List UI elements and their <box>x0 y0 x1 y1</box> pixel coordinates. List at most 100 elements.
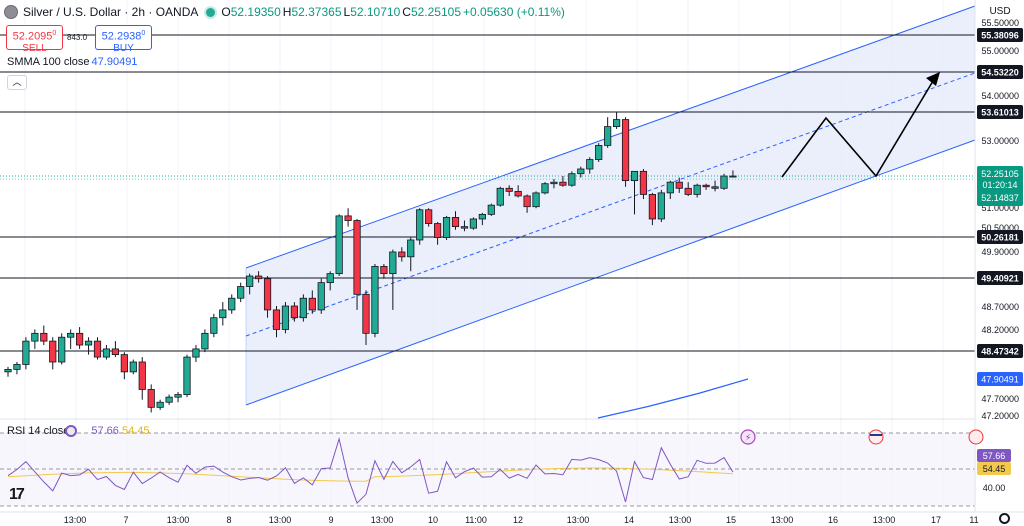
level-price-label: 49.40921 <box>981 274 1019 284</box>
projection-path[interactable] <box>781 72 940 178</box>
smma-value: 47.90491 <box>91 56 138 68</box>
channel-fill <box>246 6 975 405</box>
candle-body <box>165 396 173 403</box>
time-tick: 13:00 <box>669 515 692 525</box>
low-value: 52.10710 <box>350 5 401 19</box>
level-price-tag <box>977 65 1023 79</box>
candle-body <box>478 213 486 220</box>
candle-body <box>362 293 370 334</box>
channel-lower-line <box>245 139 976 406</box>
candle-body <box>156 401 164 408</box>
candle-body <box>595 145 603 160</box>
candle-body <box>514 190 522 197</box>
candle-body <box>613 119 621 128</box>
candle-body <box>460 226 469 229</box>
candle-body <box>58 336 66 363</box>
price-tick: 53.00000 <box>981 136 1019 146</box>
bid-price-label: 52.14837 <box>981 193 1019 203</box>
candle-body <box>702 184 710 188</box>
candle-body <box>228 297 236 311</box>
buy-button[interactable]: 52.29380 BUY <box>95 25 152 54</box>
candle-body <box>577 168 585 175</box>
tradingview-logo-icon: 17 <box>9 486 25 503</box>
candle-body <box>219 309 227 319</box>
rsi-ma-label: 54.45 <box>983 464 1006 474</box>
price-tick: 49.90000 <box>981 247 1019 257</box>
rsi-value-tag <box>977 449 1011 462</box>
rsi-value: 57.66 <box>91 425 119 437</box>
candle-body <box>389 251 397 275</box>
candle-body <box>505 187 513 192</box>
price-tick: 47.70000 <box>981 394 1019 404</box>
candle-body <box>4 368 12 373</box>
spread-value: 843.0 <box>67 33 88 42</box>
candle-body <box>335 215 343 275</box>
ascending-channel[interactable] <box>245 5 976 406</box>
candle-body <box>76 332 84 346</box>
us-flag-icon <box>868 429 884 445</box>
event-markers: ⚡ <box>740 429 984 445</box>
last-price-tag <box>977 166 1023 206</box>
candle-body <box>138 361 146 390</box>
candlestick-series <box>4 112 737 413</box>
candle-body <box>299 297 307 319</box>
level-price-tag <box>977 28 1023 42</box>
level-price-tag <box>977 271 1023 285</box>
candle-body <box>49 340 57 363</box>
rsi-settings-icon[interactable] <box>65 425 77 437</box>
settings-icon[interactable] <box>999 513 1010 524</box>
price-tick: 54.00000 <box>981 91 1019 101</box>
buy-price: 52.2938 <box>101 30 142 43</box>
candle-body <box>120 354 128 373</box>
candle-body <box>729 175 737 178</box>
candle-body <box>532 192 540 208</box>
price-tick: 50.50000 <box>981 223 1019 233</box>
price-tick: 55.00000 <box>981 46 1019 56</box>
candle-body <box>263 278 272 311</box>
smma-line <box>597 378 749 419</box>
candle-body <box>326 273 334 284</box>
buy-label: BUY <box>113 42 134 54</box>
chevron-up-icon[interactable]: ︿ <box>7 75 27 90</box>
candle-body <box>559 181 567 186</box>
candle-body <box>290 305 299 319</box>
time-tick: 13:00 <box>269 515 292 525</box>
open-label: O <box>221 5 231 19</box>
rsi-legend[interactable]: RSI 14 close 57.66 54.45 <box>7 425 150 437</box>
candle-body <box>246 275 254 287</box>
level-price-tag <box>977 105 1023 119</box>
candle-body <box>720 175 728 189</box>
market-open-icon <box>206 7 216 17</box>
time-tick: 13:00 <box>567 515 590 525</box>
smma-legend[interactable]: SMMA 100 close 47.90491 <box>7 56 137 68</box>
price-tick: 51.00000 <box>981 203 1019 213</box>
time-tick: 14 <box>624 515 634 525</box>
candle-body <box>523 195 531 208</box>
sell-label: SELL <box>22 42 47 54</box>
candle-body <box>272 309 281 330</box>
candle-body <box>371 266 379 334</box>
price-tick: 48.70000 <box>981 302 1019 312</box>
symbol-title[interactable]: Silver / U.S. Dollar · 2h · OANDA <box>23 5 199 19</box>
rsi-line <box>7 436 734 505</box>
horizontal-levels <box>0 34 975 352</box>
open-value: 52.19350 <box>230 5 281 19</box>
time-tick: 9 <box>328 515 333 525</box>
level-price-label: 53.61013 <box>981 108 1019 118</box>
candle-body <box>693 184 701 195</box>
candle-body <box>93 340 102 358</box>
candle-body <box>657 192 665 220</box>
time-tick: 13:00 <box>873 515 896 525</box>
candle-body <box>174 394 182 398</box>
candle-body <box>398 251 406 258</box>
sell-button[interactable]: 52.20950 SELL <box>6 25 63 54</box>
high-label: H <box>282 5 292 19</box>
candle-body <box>433 223 442 238</box>
candle-body <box>648 194 657 220</box>
candle-body <box>281 305 290 330</box>
candle-body <box>425 209 433 224</box>
currency-selector[interactable]: USD <box>989 6 1011 17</box>
high-value: 52.37365 <box>291 5 342 19</box>
candle-body <box>666 181 674 194</box>
